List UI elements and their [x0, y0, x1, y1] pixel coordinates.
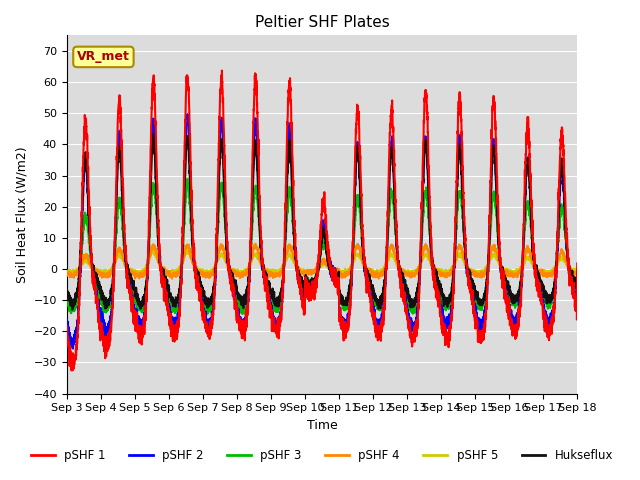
Y-axis label: Soil Heat Flux (W/m2): Soil Heat Flux (W/m2)	[15, 146, 28, 283]
Title: Peltier SHF Plates: Peltier SHF Plates	[255, 15, 389, 30]
Legend: pSHF 1, pSHF 2, pSHF 3, pSHF 4, pSHF 5, Hukseflux: pSHF 1, pSHF 2, pSHF 3, pSHF 4, pSHF 5, …	[26, 444, 618, 467]
Text: VR_met: VR_met	[77, 50, 130, 63]
X-axis label: Time: Time	[307, 419, 337, 432]
